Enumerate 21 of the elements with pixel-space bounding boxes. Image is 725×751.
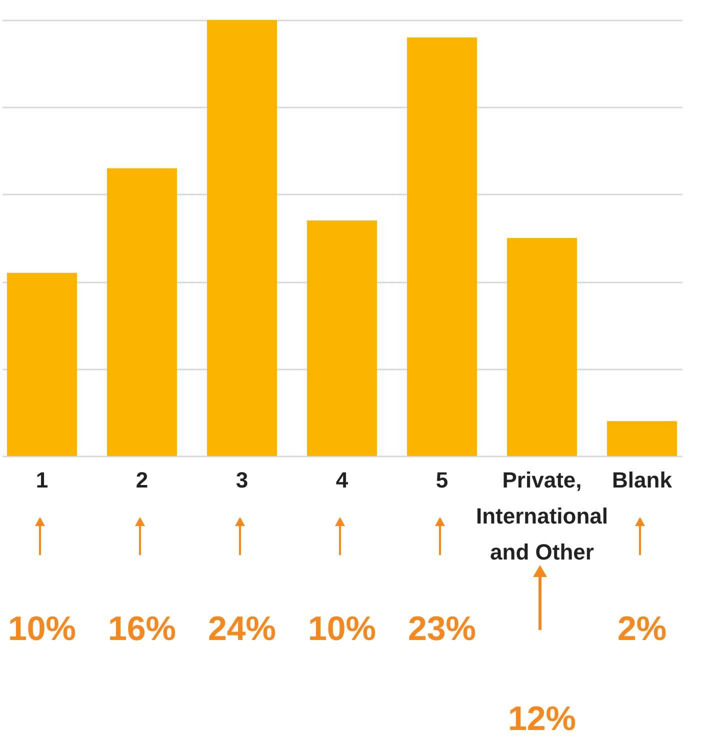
bar	[607, 421, 677, 456]
bar	[307, 220, 377, 456]
text: 16%	[108, 610, 176, 648]
x-tick-label: Private, International and Other	[476, 468, 608, 564]
bar	[7, 272, 77, 456]
x-tick-label: 2	[136, 468, 148, 492]
text: 10%	[8, 610, 76, 648]
text: 24%	[208, 610, 276, 648]
text: 12%	[508, 700, 576, 738]
text: 23%	[408, 610, 476, 648]
text: 2%	[617, 610, 667, 648]
bar	[507, 238, 577, 456]
x-tick-label: Blank	[612, 468, 673, 492]
bar	[207, 20, 277, 456]
bar	[107, 168, 177, 456]
x-tick-label: 4	[336, 468, 349, 492]
text: 10%	[308, 610, 376, 648]
x-tick-label: 5	[436, 468, 448, 492]
x-tick-label: 3	[236, 468, 248, 492]
x-tick-label: 1	[36, 468, 48, 492]
bar	[407, 37, 477, 456]
